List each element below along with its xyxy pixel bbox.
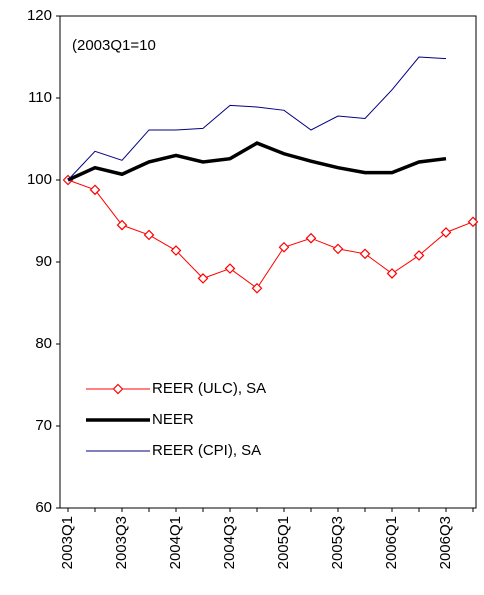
- series-line: [67, 141, 447, 182]
- legend-label: REER (CPI), SA: [152, 442, 261, 459]
- legend-marker: [112, 383, 124, 395]
- point-marker: [386, 268, 398, 279]
- x-tick-label: 2006Q3: [437, 516, 454, 569]
- point-marker: [170, 245, 182, 256]
- x-tick-label: 2003Q1: [59, 516, 76, 569]
- legend-label: REER (ULC), SA: [152, 380, 266, 397]
- point-marker: [278, 241, 290, 253]
- x-tick-label: 2005Q1: [275, 516, 292, 569]
- legend-label: NEER: [152, 411, 194, 428]
- series-line: [67, 179, 474, 289]
- point-marker: [305, 232, 317, 244]
- point-marker: [467, 216, 479, 228]
- x-tick-label: 2005Q3: [329, 516, 346, 569]
- y-tick-label: 70: [35, 417, 52, 434]
- y-tick-label: 110: [28, 89, 52, 106]
- y-tick-label: 120: [27, 7, 52, 24]
- point-marker: [359, 248, 371, 260]
- point-marker: [89, 184, 101, 196]
- point-marker: [116, 219, 128, 231]
- y-tick-label: 80: [35, 335, 52, 352]
- y-tick-label: 90: [35, 253, 52, 270]
- y-tick-label: 100: [27, 171, 52, 188]
- x-tick-label: 2003Q3: [113, 516, 130, 569]
- point-marker: [197, 273, 209, 284]
- x-tick-label: 2004Q1: [167, 516, 184, 569]
- series-line: [67, 56, 447, 181]
- point-marker: [224, 263, 236, 274]
- y-tick-label: 60: [35, 499, 52, 516]
- point-marker: [143, 229, 155, 241]
- point-marker: [413, 250, 425, 261]
- x-tick-label: 2006Q1: [383, 516, 400, 569]
- annotation: (2003Q1=10: [72, 37, 156, 54]
- point-marker: [332, 243, 344, 255]
- plot-frame: [59, 15, 477, 509]
- x-tick-label: 2004Q3: [221, 516, 238, 569]
- point-marker: [251, 282, 263, 294]
- point-marker: [440, 227, 452, 238]
